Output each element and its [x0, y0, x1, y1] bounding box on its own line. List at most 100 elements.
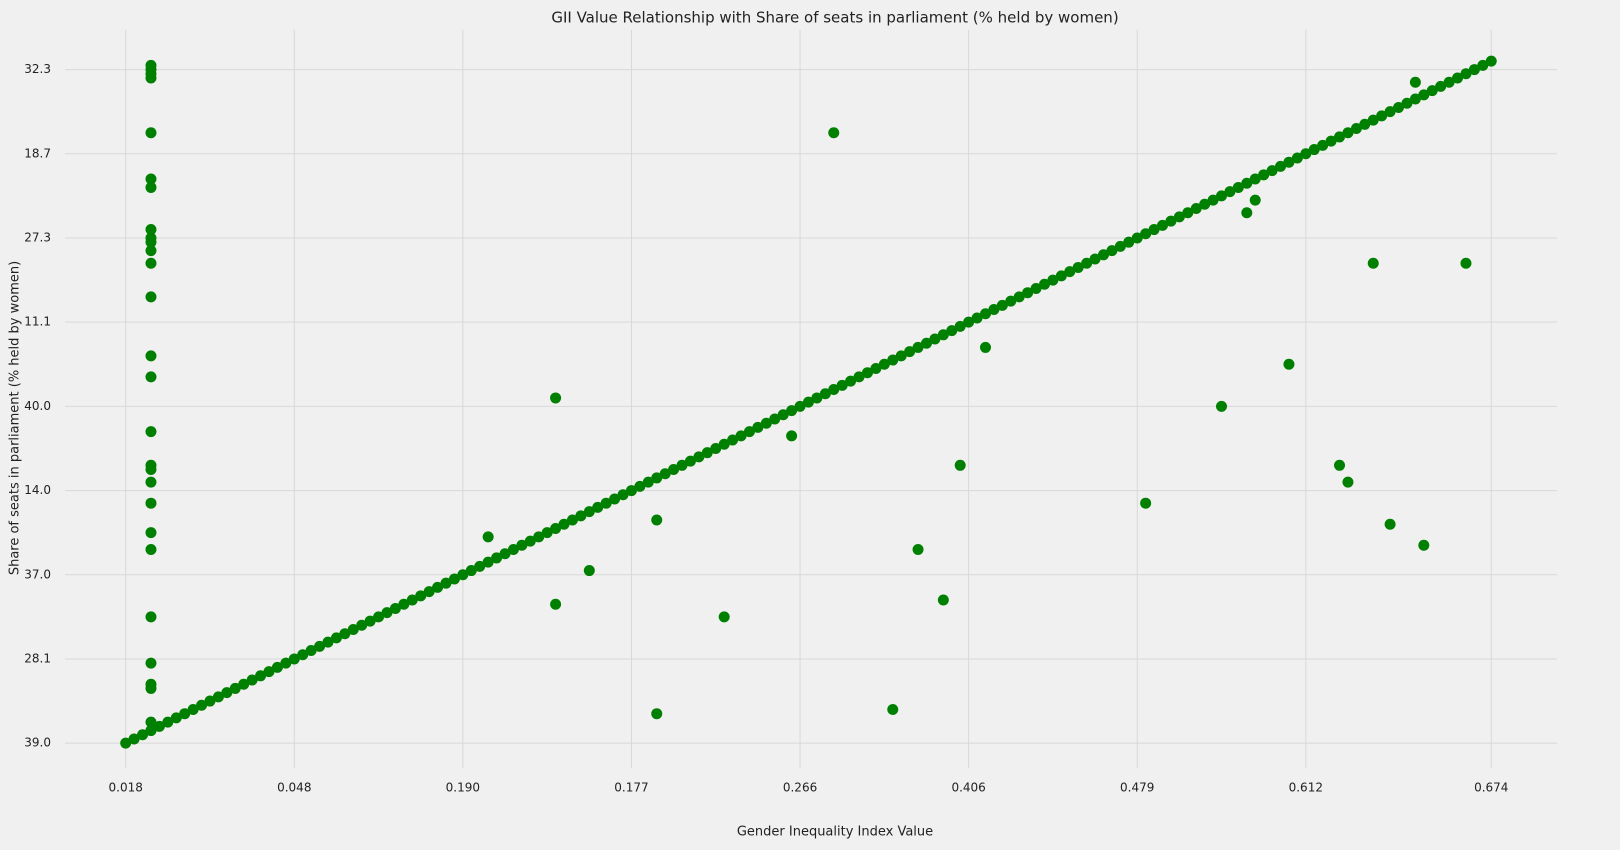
point: [187, 703, 199, 715]
point: [153, 720, 165, 732]
point: [777, 409, 789, 421]
point: [145, 350, 157, 362]
point: [314, 640, 326, 652]
point: [887, 703, 899, 715]
x-tick-label: 0.266: [783, 781, 817, 795]
point: [651, 514, 663, 526]
point: [710, 442, 722, 454]
point: [1291, 152, 1303, 164]
point: [668, 464, 680, 476]
point: [1342, 476, 1354, 488]
point: [229, 682, 241, 694]
point: [1409, 76, 1421, 88]
y-axis-label: Share of seats in parliament (% held by …: [8, 261, 23, 575]
point: [794, 400, 806, 412]
point: [507, 544, 519, 556]
point: [432, 581, 444, 593]
point: [457, 569, 469, 581]
point: [1064, 266, 1076, 278]
point: [1123, 236, 1135, 248]
y-tick-label: 14.0: [24, 483, 51, 497]
point: [271, 661, 283, 673]
point: [474, 560, 486, 572]
point: [979, 308, 991, 320]
point: [1334, 131, 1346, 143]
point: [381, 607, 393, 619]
point: [727, 434, 739, 446]
point: [1393, 101, 1405, 113]
point: [1384, 106, 1396, 118]
point: [592, 501, 604, 513]
point: [145, 371, 157, 383]
point: [836, 379, 848, 391]
point: [904, 346, 916, 358]
point: [929, 333, 941, 345]
point: [179, 708, 191, 720]
point: [642, 476, 654, 488]
x-axis-label: Gender Inequality Index Value: [737, 825, 933, 840]
point: [221, 687, 233, 699]
point: [1460, 257, 1472, 269]
point: [878, 358, 890, 370]
point: [693, 451, 705, 463]
point: [128, 733, 140, 745]
point: [1241, 207, 1253, 219]
point: [406, 594, 418, 606]
point: [550, 598, 562, 610]
x-tick-label: 0.674: [1474, 781, 1508, 795]
point: [1089, 253, 1101, 265]
point: [979, 341, 991, 353]
point: [145, 657, 157, 669]
point: [1182, 207, 1194, 219]
point: [1072, 261, 1084, 273]
point: [1342, 127, 1354, 139]
point: [1241, 177, 1253, 189]
point: [609, 493, 621, 505]
point: [1266, 165, 1278, 177]
point: [1216, 190, 1228, 202]
point: [760, 417, 772, 429]
point: [1452, 72, 1464, 84]
point: [1275, 160, 1287, 172]
point: [145, 291, 157, 303]
x-tick-label: 0.612: [1289, 781, 1323, 795]
point: [684, 455, 696, 467]
point: [145, 725, 157, 737]
x-tick-label: 0.479: [1120, 781, 1154, 795]
point: [145, 464, 157, 476]
point: [170, 712, 182, 724]
point: [120, 737, 132, 749]
point: [465, 565, 477, 577]
point: [617, 489, 629, 501]
point: [1384, 518, 1396, 530]
point: [1283, 156, 1295, 168]
point: [145, 245, 157, 257]
point: [887, 354, 899, 366]
point: [305, 645, 317, 657]
point: [1249, 194, 1261, 206]
point: [550, 392, 562, 404]
point: [1038, 278, 1050, 290]
point: [1114, 240, 1126, 252]
point: [1140, 497, 1152, 509]
point: [634, 480, 646, 492]
point: [1376, 110, 1388, 122]
point: [701, 447, 713, 459]
point: [583, 565, 595, 577]
point: [145, 611, 157, 623]
point: [1283, 358, 1295, 370]
point: [1258, 169, 1270, 181]
point: [651, 708, 663, 720]
point: [1325, 135, 1337, 147]
point: [1409, 93, 1421, 105]
point: [937, 594, 949, 606]
point: [1485, 55, 1497, 67]
point: [963, 316, 975, 328]
point: [1468, 64, 1480, 76]
point: [145, 544, 157, 556]
point: [482, 556, 494, 568]
point: [1005, 295, 1017, 307]
point: [735, 430, 747, 442]
point: [516, 539, 528, 551]
x-tick-label: 0.048: [277, 781, 311, 795]
